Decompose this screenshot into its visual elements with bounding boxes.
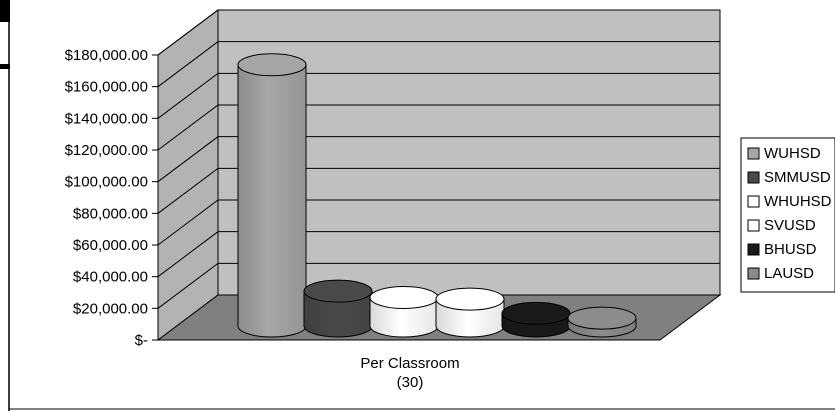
y-tick-label: $140,000.00 <box>65 110 148 127</box>
y-tick-label: $40,000.00 <box>73 269 148 286</box>
legend-label: BHUSD <box>764 241 817 258</box>
legend-label: SVUSD <box>764 217 816 234</box>
x-category-label: Per Classroom (30) <box>360 355 459 391</box>
legend-swatch <box>747 195 760 208</box>
bar-top <box>501 301 571 325</box>
legend-box <box>740 137 835 293</box>
y-tick-label: $20,000.00 <box>73 300 148 317</box>
y-tick-label: $- <box>135 332 148 349</box>
bar-svusd <box>435 287 505 338</box>
corner-mark-top <box>0 0 10 22</box>
corner-mark-mid <box>0 64 10 69</box>
legend-swatch <box>747 267 760 280</box>
y-tick-label: $80,000.00 <box>73 205 148 222</box>
bar-side <box>237 64 307 338</box>
x-axis-labels: Per Classroom (30) <box>360 355 459 391</box>
y-tick-label: $180,000.00 <box>65 47 148 64</box>
bar-whuhsd <box>369 286 439 338</box>
legend: WUHSD SMMUSD WHUHSD SVUSD BHUSD LAUSD <box>740 137 835 293</box>
gridline <box>157 231 720 278</box>
legend-label: SMMUSD <box>764 169 831 186</box>
bar-top <box>435 287 505 311</box>
gridlines <box>157 9 720 309</box>
y-tick-label: $120,000.00 <box>65 142 148 159</box>
legend-label: WHUHSD <box>764 193 832 210</box>
legend-swatch <box>747 147 760 160</box>
bar-top <box>567 306 637 330</box>
bar-top <box>237 53 307 77</box>
gridline <box>157 41 720 88</box>
gridline <box>157 167 720 214</box>
y-axis-ticks: $- $20,000.00 $40,000.00 $60,000.00 $80,000.… <box>65 47 159 349</box>
gridline <box>157 199 720 246</box>
y-tick-label: $60,000.00 <box>73 237 148 254</box>
bars <box>237 53 637 338</box>
legend-swatch <box>747 171 760 184</box>
legend-swatch <box>747 219 760 232</box>
bar-top <box>303 279 373 303</box>
legend-label: WUHSD <box>764 145 821 162</box>
legend-swatch <box>747 243 760 256</box>
bar-smmusd <box>303 279 373 338</box>
gridline <box>157 9 720 56</box>
bar-top <box>369 286 439 309</box>
y-tick-label: $100,000.00 <box>65 174 148 191</box>
bar-wuhsd <box>237 53 307 338</box>
gridline <box>157 72 720 119</box>
gridline <box>157 262 720 309</box>
gridline <box>157 136 720 183</box>
gridline <box>157 104 720 151</box>
bar-lausd <box>567 306 637 338</box>
y-tick-label: $160,000.00 <box>65 79 148 96</box>
bar-bhusd <box>501 301 571 338</box>
legend-label: LAUSD <box>764 265 814 282</box>
